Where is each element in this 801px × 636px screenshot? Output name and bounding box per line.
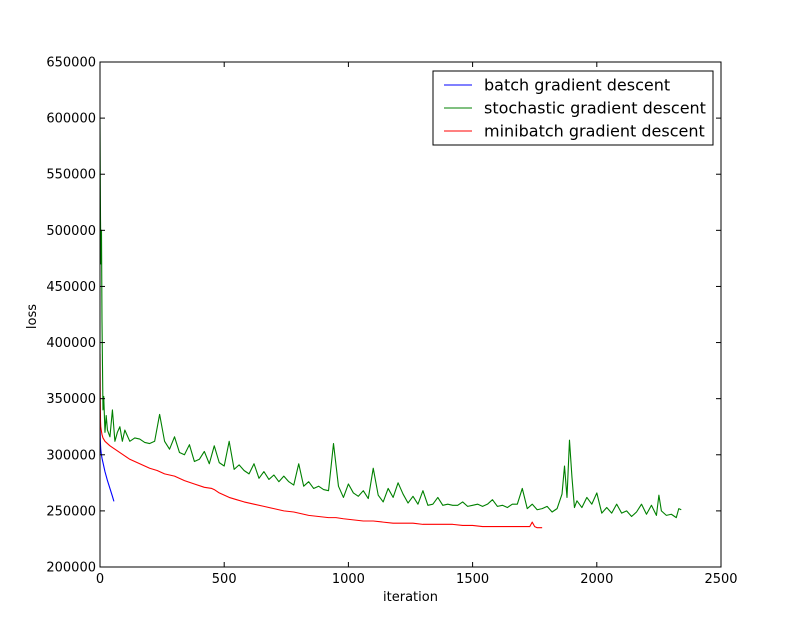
legend: batch gradient descent stochastic gradien… (432, 70, 714, 146)
y-tick-label: 350000 (46, 392, 96, 407)
x-tick-label: 1500 (456, 572, 489, 587)
x-tick-label: 1000 (332, 572, 365, 587)
y-tick-label: 250000 (46, 504, 96, 519)
plot-area (100, 62, 721, 567)
axes-frame (99, 61, 722, 568)
series-line-minibatch-gradient-descent (100, 353, 543, 529)
y-tick-label: 300000 (46, 448, 96, 463)
x-tick-label: 2500 (704, 572, 737, 587)
legend-box (432, 70, 714, 146)
y-tick-label: 400000 (46, 336, 96, 351)
y-tick-label: 650000 (46, 56, 96, 71)
x-axis-label: iteration (383, 590, 438, 605)
series-line-stochastic-gradient-descent (100, 118, 682, 519)
x-tick-label: 0 (96, 572, 104, 587)
y-tick-label: 600000 (46, 112, 96, 127)
y-tick-label: 200000 (46, 561, 96, 576)
x-tick-label: 2000 (580, 572, 613, 587)
x-tick-label: 500 (212, 572, 237, 587)
axes: 0 500 1000 1500 2000 2500 200000 250000 300000 35… (25, 56, 738, 606)
legend-label-batch-gradient-descent: batch gradient descent (484, 76, 670, 95)
y-tick-label: 550000 (46, 168, 96, 183)
y-tick-label: 450000 (46, 280, 96, 295)
axes-background (100, 62, 721, 567)
legend-label-minibatch-gradient-descent: minibatch gradient descent (484, 122, 705, 141)
y-axis-label: loss (25, 304, 40, 329)
legend-label-stochastic-gradient-descent: stochastic gradient descent (484, 99, 706, 118)
y-tick-label: 500000 (46, 224, 96, 239)
